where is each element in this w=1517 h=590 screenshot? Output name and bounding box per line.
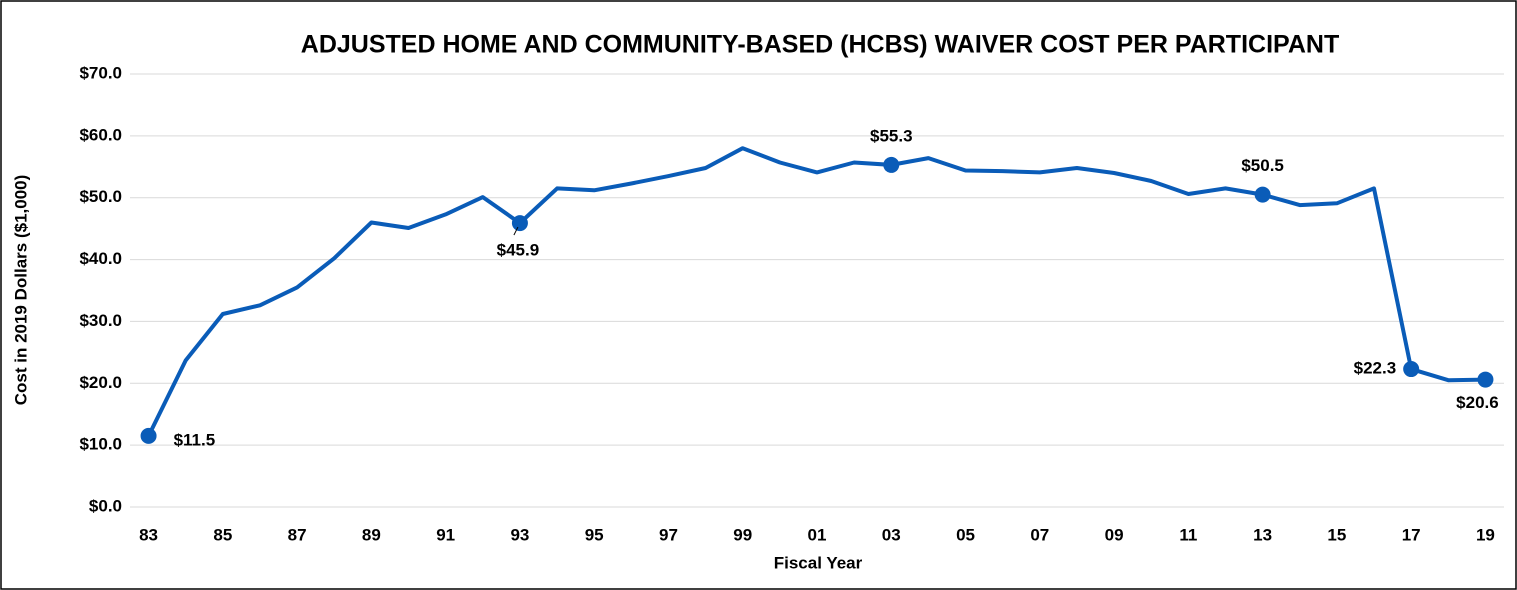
y-tick-label: $10.0 <box>79 435 122 454</box>
x-axis-title: Fiscal Year <box>774 553 863 572</box>
x-tick-label: 15 <box>1327 525 1346 544</box>
x-tick-label: 01 <box>808 525 827 544</box>
y-axis-title: Cost in 2019 Dollars ($1,000) <box>11 175 30 406</box>
x-tick-label: 05 <box>956 525 975 544</box>
data-point <box>883 156 900 173</box>
y-tick-label: $30.0 <box>79 311 122 330</box>
x-tick-label: 91 <box>436 525 455 544</box>
x-tick-label: 99 <box>733 525 752 544</box>
x-tick-label: 11 <box>1179 525 1197 544</box>
y-tick-label: $40.0 <box>79 249 122 268</box>
x-tick-label: 95 <box>585 525 604 544</box>
data-point <box>1403 361 1420 378</box>
x-tick-label: 17 <box>1402 525 1421 544</box>
y-tick-label: $0.0 <box>89 496 122 515</box>
x-tick-label: 89 <box>362 525 381 544</box>
y-tick-label: $70.0 <box>79 63 122 82</box>
data-point <box>1477 371 1494 388</box>
x-tick-label: 09 <box>1105 525 1124 544</box>
data-label: $45.9 <box>497 241 540 260</box>
data-label: $11.5 <box>174 430 216 449</box>
data-label: $55.3 <box>870 126 913 145</box>
x-tick-label: 19 <box>1476 525 1495 544</box>
y-tick-label: $60.0 <box>79 125 122 144</box>
x-tick-label: 03 <box>882 525 901 544</box>
x-tick-label: 87 <box>288 525 307 544</box>
leader-line <box>513 226 519 236</box>
data-point <box>1254 186 1271 203</box>
x-tick-label: 13 <box>1253 525 1272 544</box>
data-label: $22.3 <box>1354 359 1397 378</box>
x-tick-label: 83 <box>139 525 158 544</box>
x-tick-label: 93 <box>510 525 529 544</box>
x-tick-label: 07 <box>1030 525 1049 544</box>
y-tick-label: $20.0 <box>79 373 122 392</box>
x-tick-label: 85 <box>213 525 232 544</box>
data-label: $20.6 <box>1456 393 1499 412</box>
data-point <box>140 427 157 444</box>
chart-title: ADJUSTED HOME AND COMMUNITY-BASED (HCBS)… <box>301 31 1339 59</box>
x-tick-label: 97 <box>659 525 678 544</box>
data-point <box>511 215 528 232</box>
y-tick-label: $50.0 <box>79 187 122 206</box>
data-label: $50.5 <box>1241 156 1284 175</box>
